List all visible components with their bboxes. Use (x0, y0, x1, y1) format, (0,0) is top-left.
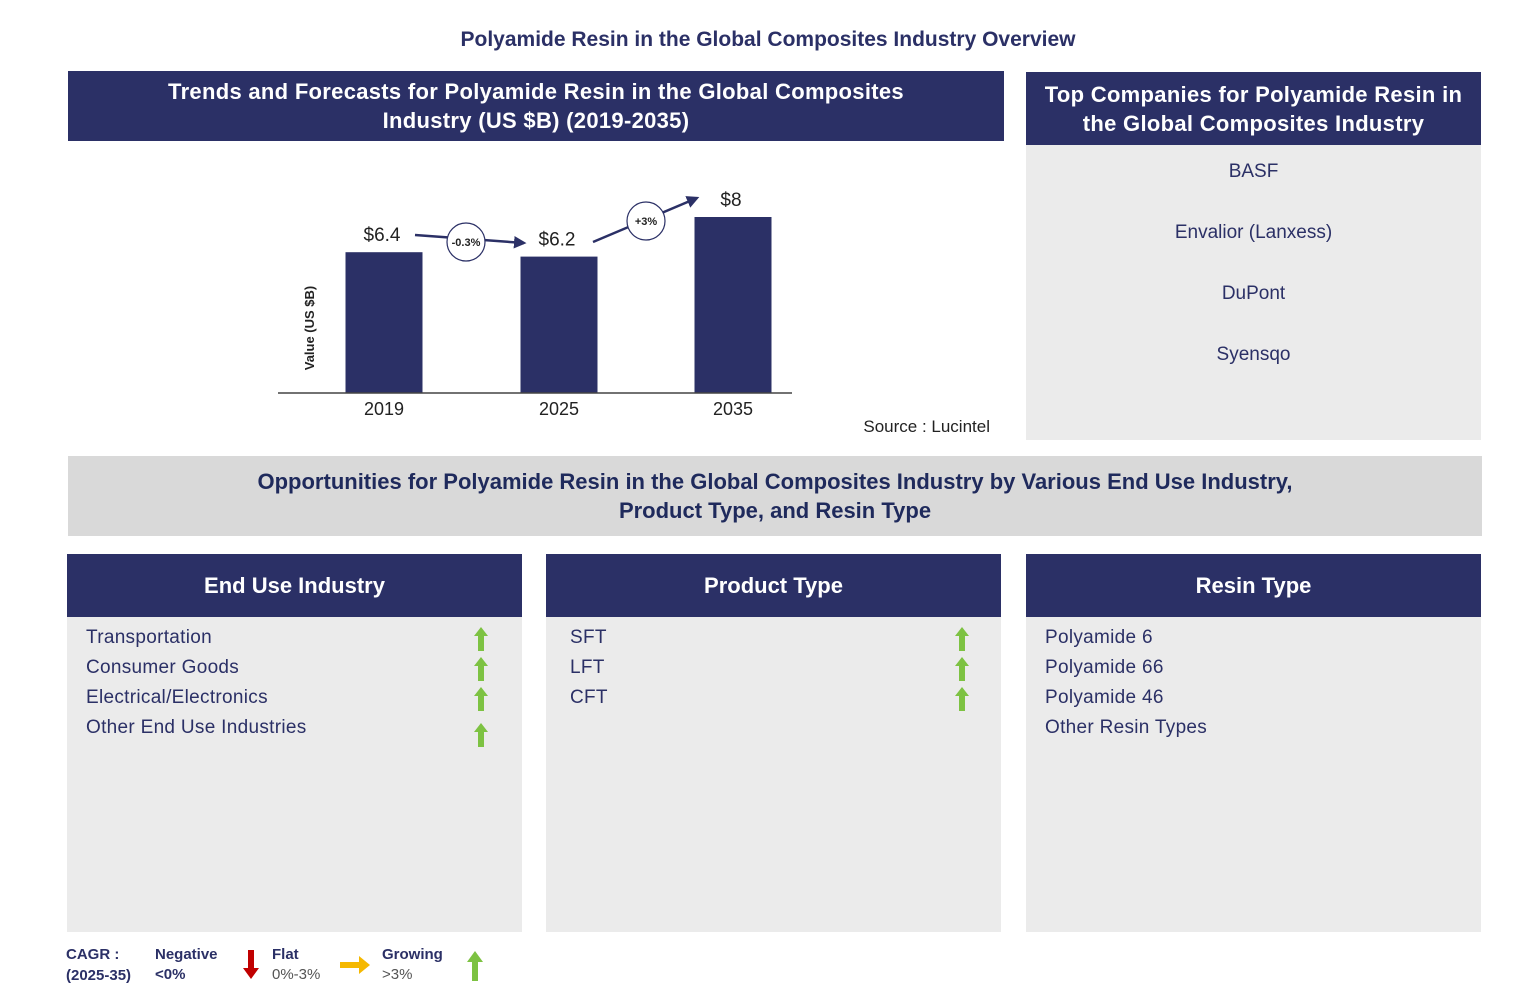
growth-arrow (955, 627, 969, 651)
growth-bubble (446, 222, 486, 262)
page-title: Polyamide Resin in the Global Composites… (460, 28, 1076, 51)
growth-arrow (474, 723, 488, 747)
panel-item: Electrical/Electronics (86, 687, 268, 708)
bar (520, 256, 598, 393)
growth-label: -0.3% (452, 237, 481, 249)
legend-name: Flat (272, 946, 299, 963)
panel-item: SFT (570, 627, 607, 648)
panel-item: Polyamide 66 (1045, 657, 1164, 678)
growth-arrow (955, 687, 969, 711)
company-name: Syensqo (1216, 344, 1291, 365)
opportunity-panel: Product Type SFT LFT CFT (546, 554, 1001, 932)
value-label: $6.2 (539, 230, 576, 251)
arrow-shape (474, 687, 488, 711)
panel-item: LFT (570, 657, 605, 678)
value-label: $8 (720, 190, 741, 211)
growth-arrow (955, 657, 969, 681)
legend-title: CAGR : (66, 946, 120, 963)
panel-title: Resin Type (1026, 554, 1481, 617)
legend-period: (2025-35) (66, 967, 132, 984)
arrow-shape (955, 627, 969, 651)
panel-item: Polyamide 6 (1045, 627, 1153, 648)
x-tick-label: 2035 (713, 399, 753, 419)
arrow-shape (955, 657, 969, 681)
company-name: BASF (1228, 161, 1279, 182)
panel-item: Consumer Goods (86, 657, 240, 678)
arrow-shape (955, 687, 969, 711)
growth-arrow (474, 687, 488, 711)
growth-bubble (626, 201, 666, 241)
panel-title: End Use Industry (67, 554, 522, 617)
x-tick-label: 2025 (539, 399, 579, 419)
legend-range: <0% (155, 966, 186, 983)
opportunity-panel: Resin Type Polyamide 6 Polyamide 66 Polyami… (1026, 554, 1481, 932)
arrow-shape (474, 627, 488, 651)
x-tick-label: 2019 (364, 399, 404, 419)
flat-arrow (340, 956, 370, 974)
panel-title: Product Type (546, 554, 1001, 617)
growth-arrow (474, 657, 488, 681)
arrow-shape (474, 723, 488, 747)
negative-arrow (243, 950, 259, 979)
legend-range: 0%-3% (272, 966, 321, 983)
y-axis-label: Value (US $B) (302, 286, 317, 371)
panel-item: Other Resin Types (1045, 717, 1208, 738)
panel-item: Polyamide 46 (1045, 687, 1164, 708)
company-name: Envalior (Lanxess) (1174, 222, 1333, 243)
bar (345, 252, 423, 393)
companies-title: Top Companies for Polyamide Resin in the… (1026, 72, 1481, 145)
company-name: DuPont (1221, 283, 1286, 304)
value-label: $6.4 (364, 225, 401, 246)
growth-label: +3% (635, 216, 658, 228)
opportunity-panel: End Use Industry Transportation Consumer G… (67, 554, 522, 932)
growing-arrow (467, 951, 483, 981)
arrow-shape (474, 657, 488, 681)
source: Source : Lucintel (863, 417, 990, 436)
legend-name: Growing (382, 946, 443, 963)
companies-panel: Top Companies for Polyamide Resin in the… (1026, 72, 1481, 440)
legend-name: Negative (155, 946, 218, 963)
panel-item: Other End Use Industries (86, 717, 307, 738)
opportunities-title: Opportunities for Polyamide Resin in the… (68, 456, 1482, 536)
bar (694, 217, 772, 393)
legend-range: >3% (382, 966, 413, 983)
panel-item: CFT (570, 687, 608, 708)
panel-item: Transportation (86, 627, 213, 648)
chart-title: Trends and Forecasts for Polyamide Resin… (68, 71, 1004, 141)
growth-arrow (474, 627, 488, 651)
